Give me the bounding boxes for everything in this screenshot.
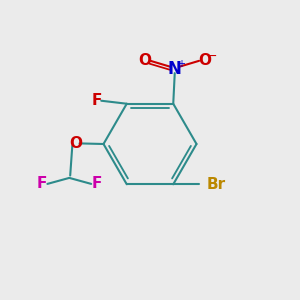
Text: Br: Br	[206, 177, 225, 192]
Text: +: +	[177, 59, 185, 69]
Text: N: N	[168, 60, 182, 78]
Text: F: F	[92, 93, 102, 108]
Text: −: −	[206, 50, 217, 63]
Text: F: F	[92, 176, 102, 191]
Text: F: F	[36, 176, 46, 191]
Text: O: O	[198, 53, 211, 68]
Text: O: O	[69, 136, 82, 151]
Text: O: O	[139, 53, 152, 68]
